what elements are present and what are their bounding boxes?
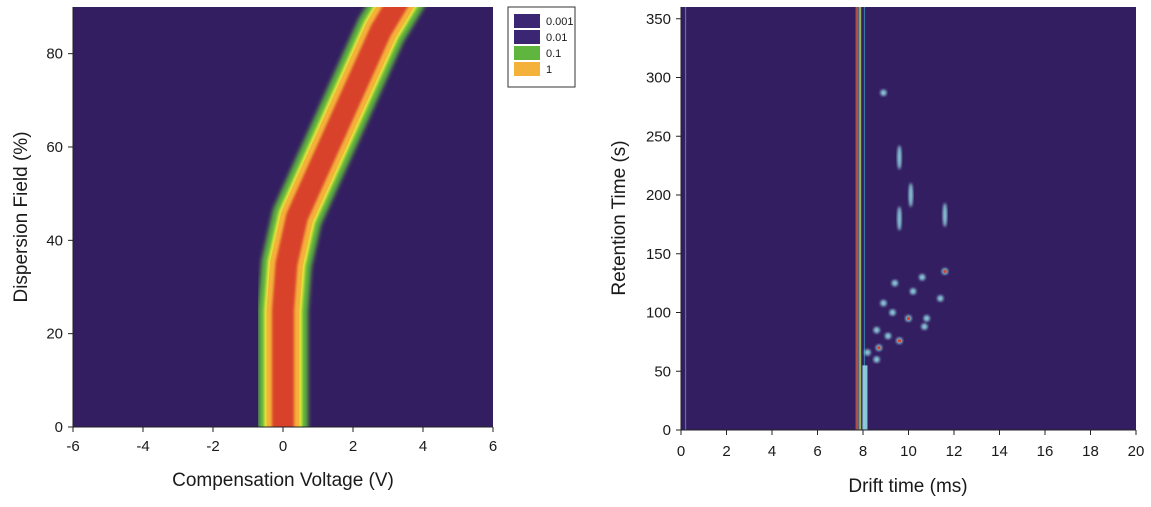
right-x-tick-label: 12 bbox=[946, 443, 963, 460]
peak-spot bbox=[873, 326, 880, 334]
peak-spot-core bbox=[943, 269, 947, 273]
right-x-tick-label: 16 bbox=[1037, 443, 1054, 460]
right-x-tick-label: 20 bbox=[1128, 443, 1145, 460]
right-y-axis-label: Retention Time (s) bbox=[609, 140, 630, 295]
peak-spot bbox=[918, 274, 926, 281]
peak-spot-core bbox=[897, 339, 902, 343]
peak-spot bbox=[873, 356, 880, 363]
peak-spot bbox=[897, 145, 902, 170]
right-y-tick-label: 50 bbox=[654, 363, 671, 380]
right-x-axis-label: Drift time (ms) bbox=[848, 476, 967, 497]
legend-swatch-0 bbox=[514, 14, 540, 28]
peak-spot bbox=[891, 279, 899, 287]
right-x-tick-label: 0 bbox=[677, 443, 685, 460]
peak-spot bbox=[937, 295, 944, 302]
left-y-axis-ticks: 0 20 40 60 80 bbox=[46, 46, 73, 436]
peak-spot bbox=[942, 202, 948, 227]
right-x-tick-label: 4 bbox=[768, 443, 776, 460]
left-ridge-band bbox=[258, 7, 425, 427]
left-y-tick-label: 20 bbox=[46, 326, 63, 343]
rip-lower-peak bbox=[862, 365, 868, 430]
peak-spot bbox=[880, 89, 887, 96]
peak-spot bbox=[897, 206, 902, 231]
right-x-axis-ticks: 0 2 4 6 8 10 12 14 16 18 20 bbox=[677, 430, 1145, 460]
rip-column-halo bbox=[855, 7, 862, 430]
legend-swatch-2 bbox=[514, 46, 540, 60]
legend-label-0: 0.001 bbox=[546, 16, 574, 28]
ridge-red-core bbox=[272, 7, 408, 427]
right-x-tick-label: 8 bbox=[859, 443, 867, 460]
left-x-tick-label: -4 bbox=[136, 438, 149, 455]
right-y-tick-label: 250 bbox=[646, 128, 671, 145]
peak-spot bbox=[921, 323, 928, 330]
peak-spot bbox=[864, 349, 871, 356]
right-y-tick-label: 300 bbox=[646, 70, 671, 87]
peak-spot bbox=[908, 183, 913, 207]
right-x-tick-label: 14 bbox=[991, 443, 1008, 460]
legend-swatch-3 bbox=[514, 62, 540, 76]
legend-swatch-1 bbox=[514, 30, 540, 44]
peak-spot-core bbox=[906, 316, 911, 320]
right-plot-area bbox=[681, 7, 1136, 430]
peak-spot bbox=[909, 288, 917, 295]
left-x-tick-label: -2 bbox=[206, 438, 219, 455]
left-x-axis-label: Compensation Voltage (V) bbox=[172, 470, 394, 491]
right-y-tick-label: 0 bbox=[663, 422, 671, 439]
right-y-tick-label: 200 bbox=[646, 187, 671, 204]
legend-label-3: 1 bbox=[546, 64, 552, 76]
left-y-tick-label: 60 bbox=[46, 139, 63, 156]
left-y-axis-label: Dispersion Field (%) bbox=[11, 131, 32, 302]
right-y-axis-ticks: 0 50 100 150 200 250 300 350 bbox=[646, 11, 681, 439]
peak-spot-core bbox=[877, 346, 881, 350]
peak-spot bbox=[889, 309, 896, 316]
legend: 0.001 0.01 0.1 1 bbox=[507, 6, 576, 88]
right-x-tick-label: 2 bbox=[722, 443, 730, 460]
legend-label-1: 0.01 bbox=[546, 32, 567, 44]
right-x-tick-label: 18 bbox=[1082, 443, 1099, 460]
right-x-tick-label: 6 bbox=[813, 443, 821, 460]
right-y-tick-label: 150 bbox=[646, 246, 671, 263]
left-x-axis-ticks: -6 -4 -2 0 2 4 6 bbox=[66, 427, 497, 455]
left-y-tick-label: 80 bbox=[46, 46, 63, 63]
left-x-tick-label: 2 bbox=[349, 438, 357, 455]
left-x-tick-label: 4 bbox=[419, 438, 427, 455]
right-y-tick-label: 350 bbox=[646, 11, 671, 28]
right-peaks bbox=[684, 7, 949, 430]
left-y-tick-label: 0 bbox=[55, 419, 63, 436]
peak-spot bbox=[923, 315, 930, 322]
peak-spot bbox=[884, 332, 892, 340]
left-x-tick-label: 0 bbox=[279, 438, 287, 455]
left-x-tick-label: -6 bbox=[66, 438, 79, 455]
left-x-tick-label: 6 bbox=[489, 438, 497, 455]
peak-spot bbox=[880, 299, 887, 307]
right-chart: 0 2 4 6 8 10 12 14 16 18 20 050100150200250300350 … bbox=[609, 7, 1144, 497]
legend-label-2: 0.1 bbox=[546, 48, 561, 60]
right-x-tick-label: 10 bbox=[900, 443, 917, 460]
right-y-tick-label: 100 bbox=[646, 305, 671, 322]
left-y-tick-label: 40 bbox=[46, 232, 63, 249]
left-chart: -6 -4 -2 0 2 4 6 0 20 40 60 80 Compensation Voltag… bbox=[11, 6, 576, 491]
